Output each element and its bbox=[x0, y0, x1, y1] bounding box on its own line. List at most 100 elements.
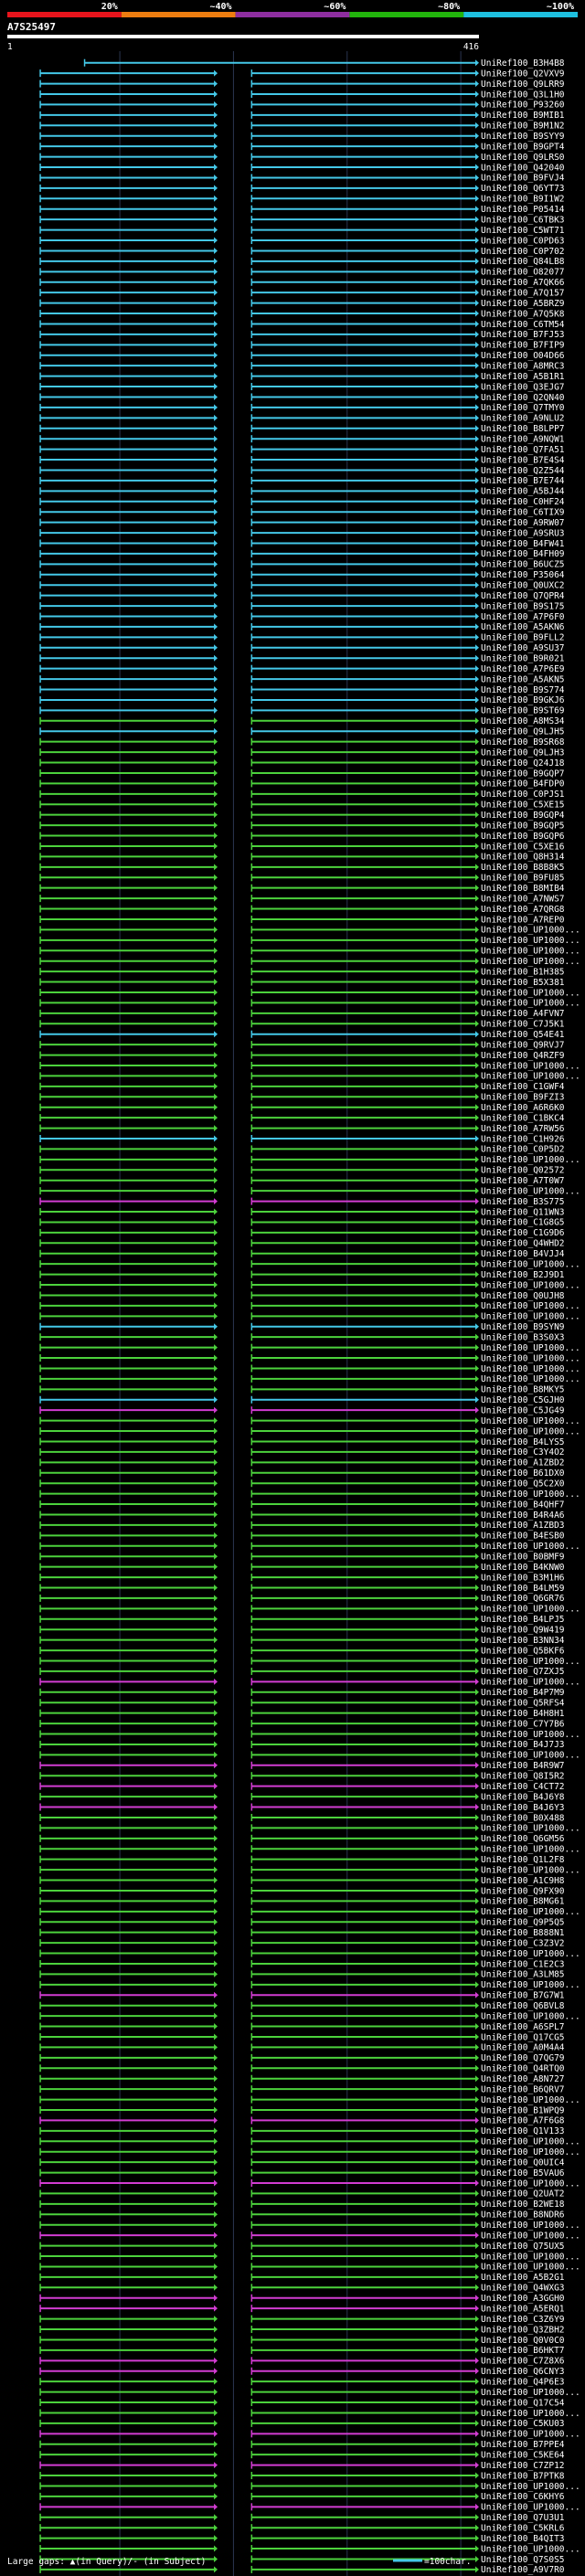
hit-end-arrow bbox=[214, 864, 218, 871]
hit-row: UniRef100_Q3EJG7 bbox=[39, 382, 565, 392]
hit-end-arrow bbox=[214, 1448, 218, 1456]
hit-label: UniRef100_Q17C54 bbox=[481, 2398, 565, 2408]
hit-end-arrow bbox=[475, 300, 479, 307]
hit-label: UniRef100_B3H4B8 bbox=[481, 58, 565, 69]
hit-end-arrow bbox=[475, 2441, 479, 2448]
hit-end-arrow bbox=[475, 874, 479, 881]
hit-end-arrow bbox=[475, 2347, 479, 2354]
hit-end-arrow bbox=[475, 195, 479, 202]
hit-label: UniRef100_UP1000... bbox=[481, 926, 580, 936]
hit-label: UniRef100_B6QRV7 bbox=[481, 2084, 565, 2094]
hit-row: UniRef100_A6SPL7 bbox=[39, 2022, 565, 2032]
hit-end-arrow bbox=[214, 906, 218, 913]
hit-end-arrow bbox=[214, 1104, 218, 1111]
hit-label: UniRef100_A9RW07 bbox=[481, 518, 565, 528]
hit-end-arrow bbox=[214, 2347, 218, 2354]
hit-end-arrow bbox=[475, 1887, 479, 1894]
hit-row: UniRef100_B9ST69 bbox=[39, 706, 565, 716]
hit-row: UniRef100_C6TIX9 bbox=[39, 508, 565, 518]
hit-label: UniRef100_C5JG49 bbox=[481, 1405, 565, 1415]
hit-label: UniRef100_A6R6K0 bbox=[481, 1103, 565, 1113]
hit-label: UniRef100_B7FIP9 bbox=[481, 341, 565, 351]
hit-end-arrow bbox=[214, 1437, 218, 1445]
hit-end-arrow bbox=[214, 1595, 218, 1602]
hit-end-arrow bbox=[214, 2514, 218, 2521]
hit-end-arrow bbox=[475, 1145, 479, 1152]
query-line bbox=[7, 35, 479, 38]
hit-end-arrow bbox=[214, 2012, 218, 2019]
hit-end-arrow bbox=[475, 2295, 479, 2302]
hit-end-arrow bbox=[214, 1856, 218, 1863]
hit-label: UniRef100_Q9LJH5 bbox=[481, 727, 565, 737]
scale-segment bbox=[121, 12, 236, 17]
hit-end-arrow bbox=[475, 247, 479, 254]
hit-row: UniRef100_C3Y4O2 bbox=[39, 1447, 565, 1458]
hit-end-arrow bbox=[475, 2231, 479, 2239]
hit-label: UniRef100_B9S175 bbox=[481, 601, 565, 611]
hit-row: UniRef100_B5VAU6 bbox=[39, 2168, 565, 2178]
hit-label: UniRef100_P93260 bbox=[481, 101, 565, 111]
hit-end-arrow bbox=[214, 435, 218, 442]
hit-end-arrow bbox=[475, 310, 479, 317]
hit-label: UniRef100_UP1000... bbox=[481, 1353, 580, 1363]
hit-row: UniRef100_C5JG49 bbox=[39, 1405, 565, 1415]
hit-row: UniRef100_UP1000... bbox=[39, 2095, 580, 2105]
hit-end-arrow bbox=[214, 885, 218, 892]
hit-label: UniRef100_Q3ZBH2 bbox=[481, 2325, 565, 2335]
hit-end-arrow bbox=[214, 759, 218, 767]
hit-end-arrow bbox=[475, 1637, 479, 1644]
hit-end-arrow bbox=[214, 1605, 218, 1612]
hit-end-arrow bbox=[214, 843, 218, 850]
hit-end-arrow bbox=[475, 1689, 479, 1696]
hit-end-arrow bbox=[475, 1564, 479, 1571]
hit-end-arrow bbox=[475, 2462, 479, 2469]
hit-label: UniRef100_B8MG61 bbox=[481, 1897, 565, 1907]
hit-end-arrow bbox=[214, 874, 218, 881]
hit-end-arrow bbox=[214, 258, 218, 265]
hit-row: UniRef100_Q7S0S5 bbox=[39, 2555, 565, 2565]
hit-end-arrow bbox=[475, 968, 479, 975]
hit-row: UniRef100_Q2QN40 bbox=[39, 393, 565, 403]
hit-row: UniRef100_C7Y7B6 bbox=[39, 1719, 565, 1729]
hit-end-arrow bbox=[214, 2137, 218, 2145]
hit-row: UniRef100_A5B2G1 bbox=[39, 2273, 565, 2283]
hit-label: UniRef100_UP1000... bbox=[481, 1949, 580, 1959]
hit-end-arrow bbox=[214, 1939, 218, 1946]
hit-label: UniRef100_A7P6F0 bbox=[481, 612, 565, 622]
hit-label: UniRef100_A7QK66 bbox=[481, 278, 565, 288]
hit-row: UniRef100_A1ZBD2 bbox=[39, 1458, 565, 1468]
hit-end-arrow bbox=[475, 686, 479, 694]
hit-end-arrow bbox=[475, 1312, 479, 1320]
hit-end-arrow bbox=[214, 362, 218, 369]
hit-label: UniRef100_B888N1 bbox=[481, 1928, 565, 1938]
hit-end-arrow bbox=[214, 1772, 218, 1779]
hit-end-arrow bbox=[475, 2378, 479, 2385]
hit-label: UniRef100_C7ZP12 bbox=[481, 2461, 565, 2471]
hit-end-arrow bbox=[214, 2357, 218, 2364]
hit-label: UniRef100_Q6CNY3 bbox=[481, 2367, 565, 2377]
hit-row: UniRef100_P05414 bbox=[39, 205, 565, 215]
hit-end-arrow bbox=[214, 1375, 218, 1383]
hit-row: UniRef100_UP1000... bbox=[39, 2147, 580, 2157]
hit-end-arrow bbox=[475, 1731, 479, 1738]
hit-row: UniRef100_B9GQP6 bbox=[39, 832, 565, 842]
hit-end-arrow bbox=[475, 498, 479, 505]
hit-label: UniRef100_Q4RTQ0 bbox=[481, 2064, 565, 2074]
hit-end-arrow bbox=[475, 1814, 479, 1821]
hit-label: UniRef100_C1GWF4 bbox=[481, 1082, 565, 1092]
hit-row: UniRef100_B6UCZ5 bbox=[39, 560, 565, 570]
hit-end-arrow bbox=[214, 2545, 218, 2552]
hit-label: UniRef100_A7Q157 bbox=[481, 288, 565, 298]
hit-end-arrow bbox=[475, 1072, 479, 1079]
hit-label: UniRef100_B9GPT4 bbox=[481, 142, 565, 152]
hit-end-arrow bbox=[475, 1490, 479, 1498]
hit-end-arrow bbox=[475, 1302, 479, 1309]
hit-label: UniRef100_Q1V133 bbox=[481, 2126, 565, 2136]
hit-label: UniRef100_Q2UAT2 bbox=[481, 2189, 565, 2200]
hit-end-arrow bbox=[214, 853, 218, 860]
hit-end-arrow bbox=[214, 1699, 218, 1706]
hit-end-arrow bbox=[214, 393, 218, 400]
hit-end-arrow bbox=[475, 748, 479, 756]
hit-label: UniRef100_C6TIX9 bbox=[481, 508, 565, 518]
hit-row: UniRef100_B0BMF9 bbox=[39, 1553, 565, 1563]
